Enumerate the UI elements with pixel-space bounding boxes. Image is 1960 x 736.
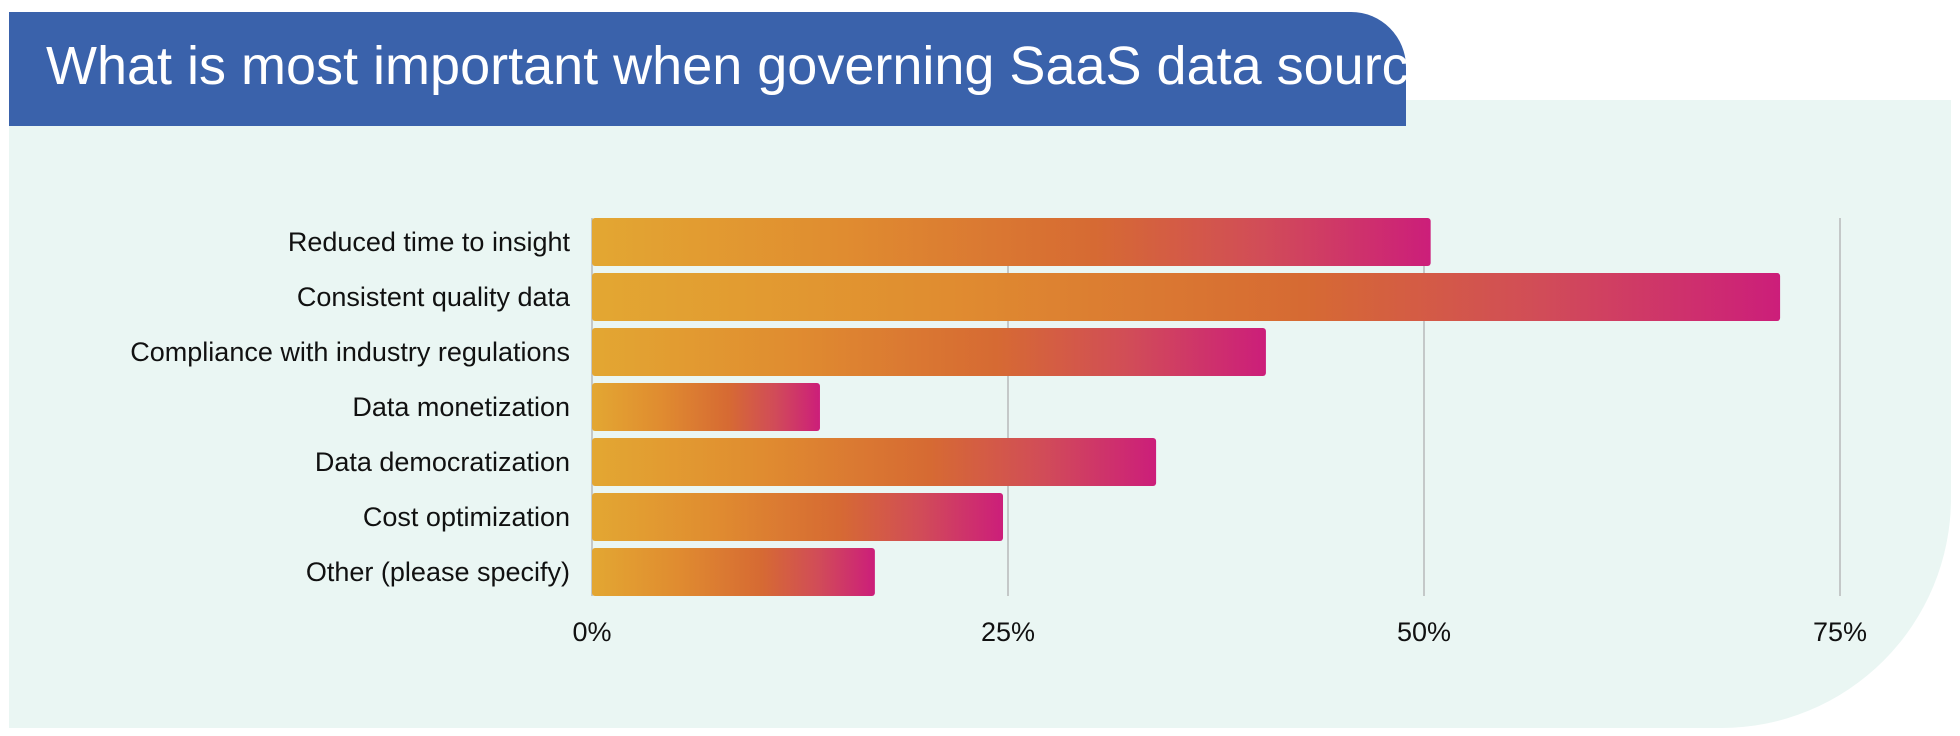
title-banner: What is most important when governing Sa… <box>9 12 1496 126</box>
x-tick-label: 50% <box>1397 617 1451 647</box>
category-labels: Reduced time to insight Consistent qualit… <box>130 227 571 587</box>
bar <box>592 438 1157 486</box>
chart-panel <box>9 100 1951 728</box>
chart-title: What is most important when governing Sa… <box>46 36 1496 96</box>
x-axis-ticks: 0% 25% 50% 75% <box>572 617 1867 647</box>
category-label: Consistent quality data <box>297 282 571 312</box>
x-tick-label: 0% <box>572 617 611 647</box>
bar <box>592 328 1266 376</box>
bar <box>592 383 820 431</box>
bar <box>592 218 1431 266</box>
category-label: Data monetization <box>352 392 570 422</box>
x-tick-label: 25% <box>981 617 1035 647</box>
category-label: Compliance with industry regulations <box>130 337 570 367</box>
bar <box>592 548 875 596</box>
category-label: Reduced time to insight <box>288 227 571 257</box>
bars <box>592 218 1781 596</box>
category-label: Other (please specify) <box>306 557 570 587</box>
bar <box>592 493 1004 541</box>
x-tick-label: 75% <box>1813 617 1867 647</box>
category-label: Cost optimization <box>363 502 570 532</box>
category-label: Data democratization <box>315 447 570 477</box>
bar <box>592 273 1781 321</box>
